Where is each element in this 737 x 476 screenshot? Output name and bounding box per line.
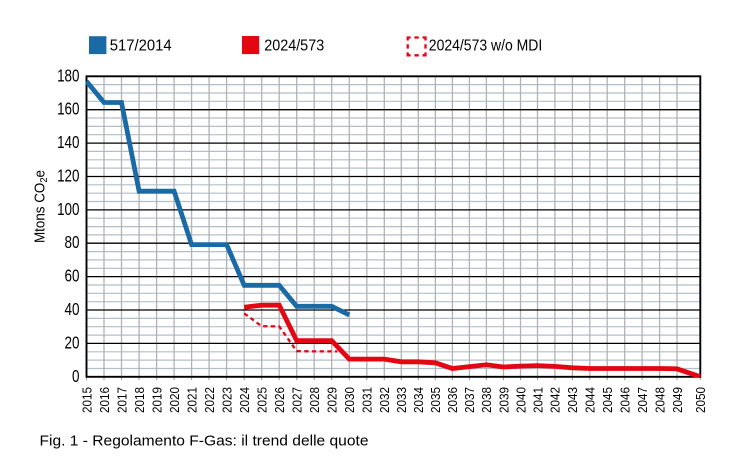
svg-text:2016: 2016	[97, 387, 112, 413]
svg-text:20: 20	[65, 332, 80, 352]
svg-text:2036: 2036	[445, 387, 460, 413]
svg-text:2033: 2033	[394, 387, 409, 413]
svg-text:2022: 2022	[202, 387, 217, 413]
svg-text:2026: 2026	[272, 387, 287, 413]
svg-text:2027: 2027	[290, 387, 305, 413]
svg-text:2039: 2039	[496, 387, 511, 413]
svg-text:2017: 2017	[114, 387, 129, 413]
svg-text:2025: 2025	[255, 387, 270, 413]
svg-text:180: 180	[57, 65, 79, 85]
svg-text:2018: 2018	[132, 387, 147, 413]
svg-text:2034: 2034	[411, 387, 426, 413]
svg-text:2020: 2020	[167, 387, 182, 413]
svg-text:2035: 2035	[428, 387, 443, 413]
svg-text:2042: 2042	[548, 387, 563, 413]
svg-text:60: 60	[65, 266, 80, 286]
svg-text:2021: 2021	[184, 387, 199, 413]
svg-text:0: 0	[72, 366, 80, 386]
svg-text:2041: 2041	[530, 387, 545, 413]
svg-text:40: 40	[65, 299, 80, 319]
svg-text:Mtons CO2e: Mtons CO2e	[32, 170, 51, 243]
svg-text:2032: 2032	[377, 387, 392, 413]
svg-text:2047: 2047	[635, 387, 650, 413]
svg-text:Fig. 1 - Regolamento F-Gas: il: Fig. 1 - Regolamento F-Gas: il trend del…	[40, 433, 369, 450]
svg-text:2045: 2045	[600, 387, 615, 413]
svg-text:2023: 2023	[219, 387, 234, 413]
svg-text:2043: 2043	[565, 387, 580, 413]
svg-text:517/2014: 517/2014	[110, 38, 172, 55]
svg-text:2029: 2029	[325, 387, 340, 413]
svg-text:120: 120	[57, 166, 79, 186]
svg-text:80: 80	[65, 232, 80, 252]
svg-text:2024: 2024	[237, 387, 252, 413]
svg-text:160: 160	[57, 99, 79, 119]
svg-text:2019: 2019	[149, 387, 164, 413]
svg-text:2038: 2038	[479, 387, 494, 413]
svg-text:100: 100	[57, 199, 79, 219]
svg-text:2024/573: 2024/573	[264, 38, 324, 55]
svg-text:2048: 2048	[652, 387, 667, 413]
svg-text:2040: 2040	[513, 387, 528, 413]
svg-text:2015: 2015	[79, 387, 94, 413]
svg-text:2046: 2046	[618, 387, 633, 413]
svg-text:2031: 2031	[360, 387, 375, 413]
svg-text:2030: 2030	[342, 387, 357, 413]
svg-text:2050: 2050	[693, 387, 708, 413]
svg-text:140: 140	[57, 132, 79, 152]
svg-text:2044: 2044	[583, 387, 598, 413]
svg-text:2049: 2049	[670, 387, 685, 413]
svg-text:2028: 2028	[307, 387, 322, 413]
svg-text:2024/573 w/o MDI: 2024/573 w/o MDI	[429, 38, 543, 55]
svg-text:2037: 2037	[462, 387, 477, 413]
